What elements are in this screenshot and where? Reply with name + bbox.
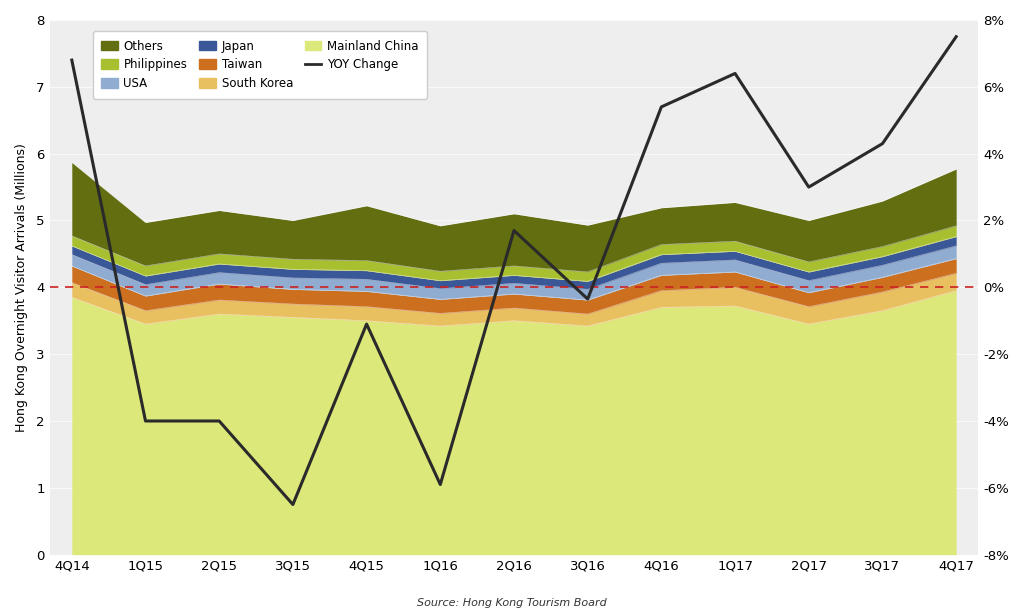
Y-axis label: Hong Kong Overnight Visitor Arrivals (Millions): Hong Kong Overnight Visitor Arrivals (Mi… [15, 143, 28, 432]
Legend: Others, Philippines, USA, Japan, Taiwan, South Korea, Mainland China, YOY Change: Others, Philippines, USA, Japan, Taiwan,… [93, 31, 427, 99]
Text: Source: Hong Kong Tourism Board: Source: Hong Kong Tourism Board [417, 598, 607, 608]
